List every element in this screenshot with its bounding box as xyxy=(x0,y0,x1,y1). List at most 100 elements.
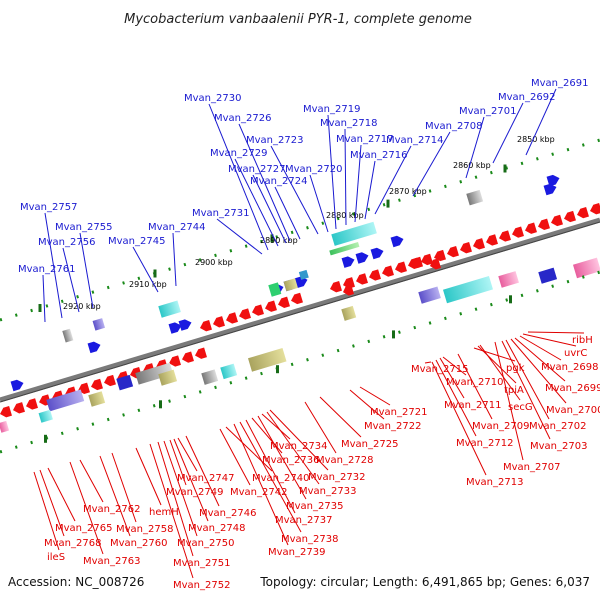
leader-line xyxy=(257,415,307,500)
leader-line xyxy=(33,471,60,551)
gene-arrow-shape xyxy=(412,256,424,268)
reverse-gene-arrow xyxy=(213,316,225,328)
gene-label: Mvan_2745 xyxy=(108,236,165,247)
gene-label: Mvan_2765 xyxy=(55,523,112,534)
map-title: Mycobacterium vanbaalenii PYR-1, complet… xyxy=(124,12,472,27)
leader-line xyxy=(510,338,567,404)
leader-line xyxy=(494,341,524,461)
feature-block-shape xyxy=(135,362,174,385)
leader-line xyxy=(42,274,46,323)
feature-block xyxy=(466,189,484,206)
leader-line xyxy=(149,443,194,579)
gene-arrow-shape xyxy=(10,379,24,392)
gene-arrow-shape xyxy=(447,245,459,258)
gene-label: Mvan_2703 xyxy=(530,441,587,452)
feature-block-shape xyxy=(247,347,287,372)
feature-block-shape xyxy=(88,391,106,407)
leader-line xyxy=(185,435,220,507)
leader-line xyxy=(431,361,487,476)
leader-line xyxy=(219,428,251,486)
scale-ticks: 2850 kbp 2860 kbp 2870 kbp 2880 kbp 2890 kbp… xyxy=(0,135,600,454)
leader-line xyxy=(492,102,524,164)
reverse-gene-arrow xyxy=(169,355,181,367)
feature-block xyxy=(38,409,53,423)
gene-arrow-shape xyxy=(239,308,251,320)
leader-line xyxy=(251,417,283,454)
leader-line xyxy=(527,331,585,334)
major-tick-mark xyxy=(276,365,279,374)
feature-block xyxy=(0,420,10,433)
reverse-gene-arrow xyxy=(330,281,342,293)
reverse-gene-arrow xyxy=(499,230,511,242)
feature-block-shape xyxy=(38,409,53,423)
gene-label: Mvan_2739 xyxy=(268,547,325,558)
scale-tick-label: 2890 kbp xyxy=(260,236,298,245)
gene-arrow-shape xyxy=(0,406,12,418)
leader-line xyxy=(234,158,279,247)
forward-gene-arrow xyxy=(355,252,369,264)
gene-label: Mvan_2734 xyxy=(270,441,327,452)
reverse-gene-arrow xyxy=(265,300,277,312)
gene-arrow-shape xyxy=(341,256,355,268)
feature-block xyxy=(62,328,74,343)
reverse-gene-arrow xyxy=(421,253,433,266)
gene-label: Mvan_2722 xyxy=(364,421,421,432)
forward-gene-arrow xyxy=(370,247,384,260)
gene-label: Mvan_2749 xyxy=(166,487,223,498)
feature-block xyxy=(341,305,357,321)
feature-block-shape xyxy=(329,241,360,256)
gene-label: Mvan_2713 xyxy=(466,477,523,488)
gene-label: Mvan_2751 xyxy=(173,558,230,569)
leader-line xyxy=(501,340,551,440)
feature-block xyxy=(538,267,558,284)
feature-block xyxy=(201,369,219,385)
forward-gene-arrow xyxy=(87,341,101,354)
gene-arrow-shape xyxy=(543,183,557,196)
forward-gene-arrow xyxy=(543,183,557,196)
gene-label: Mvan_2711 xyxy=(444,400,501,411)
gene-arrow-shape xyxy=(91,378,103,391)
leader-line xyxy=(354,144,362,223)
gene-label: Mvan_2729 xyxy=(210,148,267,159)
reverse-gene-arrow xyxy=(551,214,563,227)
gene-arrow-shape xyxy=(499,230,511,242)
scale-tick-label: 2880 kbp xyxy=(326,211,364,220)
leader-line xyxy=(169,439,187,486)
gene-arrow-shape xyxy=(226,312,238,324)
gene-label: Mvan_2757 xyxy=(20,202,77,213)
leader-line xyxy=(269,409,329,471)
reverse-gene-arrow xyxy=(26,398,38,410)
feature-block xyxy=(298,269,309,280)
gene-arrow-shape xyxy=(195,347,207,359)
feature-block xyxy=(220,363,238,380)
forward-gene-arrow xyxy=(178,319,192,331)
gene-label: pgk xyxy=(506,363,525,374)
feature-block-shape xyxy=(572,257,600,279)
reverse-gene-arrow xyxy=(182,351,194,363)
reverse-gene-arrow xyxy=(239,308,251,320)
gene-tracks xyxy=(0,174,600,433)
feature-block-shape xyxy=(220,363,238,380)
reverse-gene-arrow xyxy=(525,222,537,234)
gene-arrow-shape xyxy=(564,210,576,223)
leader-line xyxy=(79,232,94,309)
gene-label: Mvan_2691 xyxy=(531,78,588,89)
reverse-gene-arrow xyxy=(590,203,600,215)
gene-label: uvrC xyxy=(564,348,587,359)
gene-label: Mvan_2735 xyxy=(286,501,343,512)
gene-label: Mvan_2718 xyxy=(320,118,377,129)
feature-block-shape xyxy=(442,276,493,304)
reverse-gene-arrow xyxy=(356,273,368,285)
gene-label: Mvan_2701 xyxy=(459,106,516,117)
major-tick-mark xyxy=(159,400,162,409)
scale-tick-label: 2900 kbp xyxy=(195,258,233,267)
leader-line xyxy=(172,232,177,287)
leader-line xyxy=(238,123,291,242)
feature-block-shape xyxy=(62,328,74,343)
gene-arrow-shape xyxy=(182,351,194,363)
feature-block-shape xyxy=(158,300,181,318)
forward-gene-arrow xyxy=(341,256,355,268)
feature-block-shape xyxy=(341,305,357,321)
gene-label: Mvan_2742 xyxy=(230,487,287,498)
reverse-gene-arrow xyxy=(395,261,407,273)
